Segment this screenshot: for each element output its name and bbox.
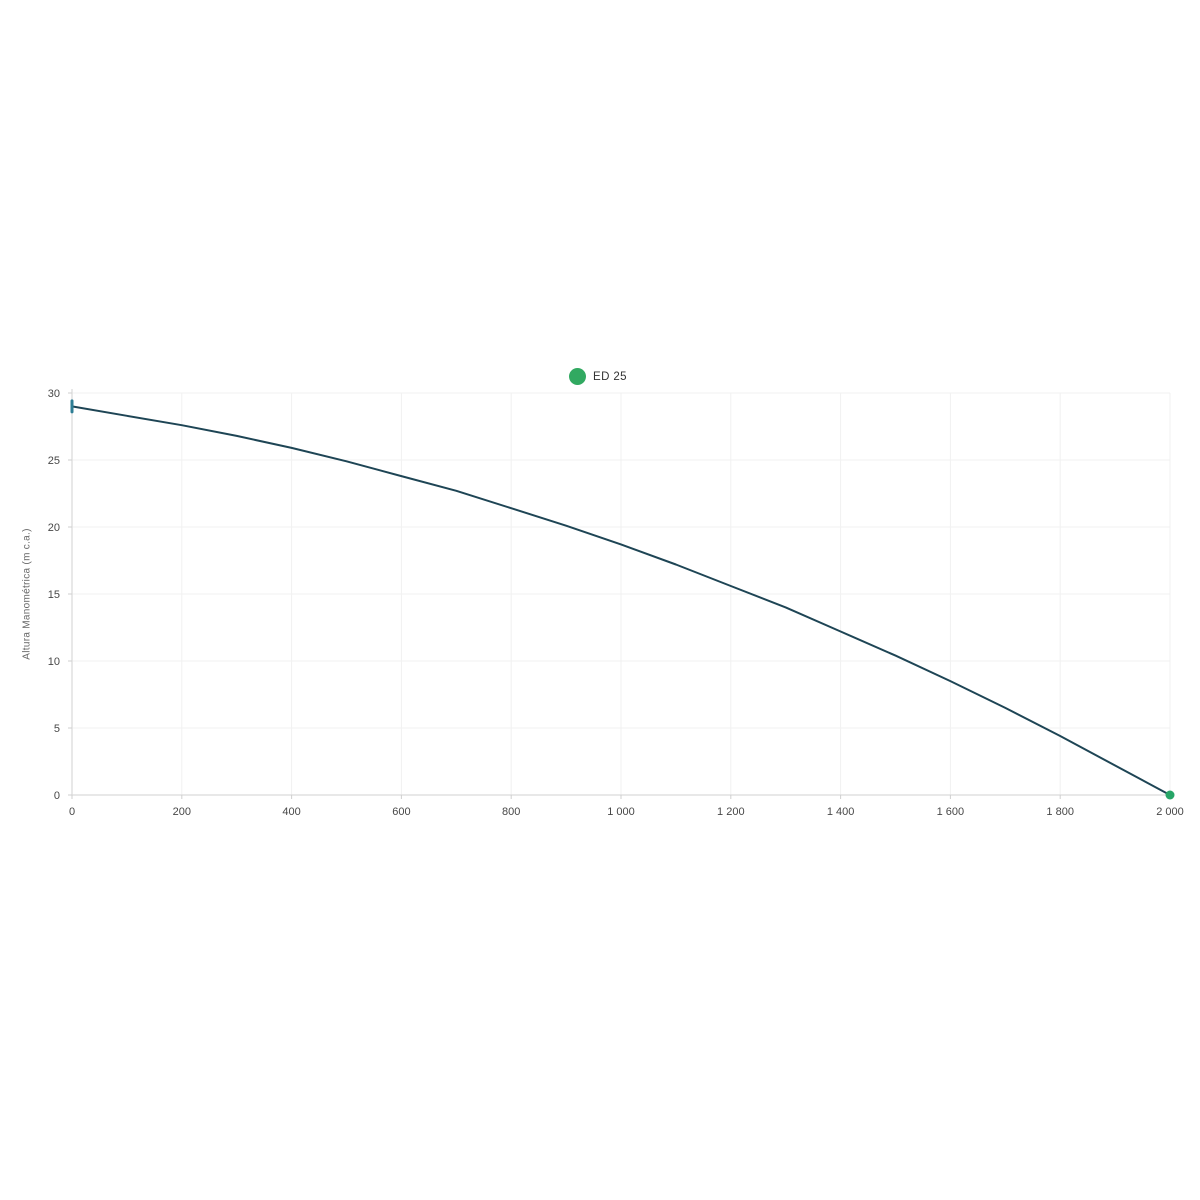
x-tick-label: 1 000 — [607, 806, 635, 818]
x-tick-label: 400 — [282, 806, 300, 818]
y-tick-label: 30 — [48, 388, 60, 400]
y-tick-label: 25 — [48, 455, 60, 467]
x-tick-label: 1 400 — [827, 806, 855, 818]
x-tick-label: 1 600 — [937, 806, 965, 818]
y-tick-label: 5 — [54, 723, 60, 735]
y-tick-label: 10 — [48, 656, 60, 668]
series-line — [71, 405, 1171, 796]
pump-curve-chart: ED 25 Altura Manométrica (m c.a.) 0 200 40… — [0, 350, 1200, 850]
chart-legend[interactable]: ED 25 — [569, 368, 627, 385]
x-tick-label: 600 — [392, 806, 410, 818]
y-tick-label: 20 — [48, 522, 60, 534]
x-tick-label: 1 800 — [1046, 806, 1074, 818]
y-tick-label: 15 — [48, 589, 60, 601]
x-tick-label: 800 — [502, 806, 520, 818]
x-tick-label: 0 — [69, 806, 75, 818]
legend-series-label: ED 25 — [593, 370, 627, 383]
series-end-marker — [1165, 790, 1175, 800]
plot-area: 0 200 400 600 800 1 000 1 200 1 400 1 600 1 800 2 … — [48, 388, 1184, 818]
x-tick-label: 200 — [173, 806, 191, 818]
y-tick-label: 0 — [54, 790, 60, 802]
series-start-marker — [70, 399, 74, 414]
legend-series-dot-icon — [569, 368, 586, 385]
x-tick-label: 2 000 — [1156, 806, 1184, 818]
x-tick-label: 1 200 — [717, 806, 745, 818]
